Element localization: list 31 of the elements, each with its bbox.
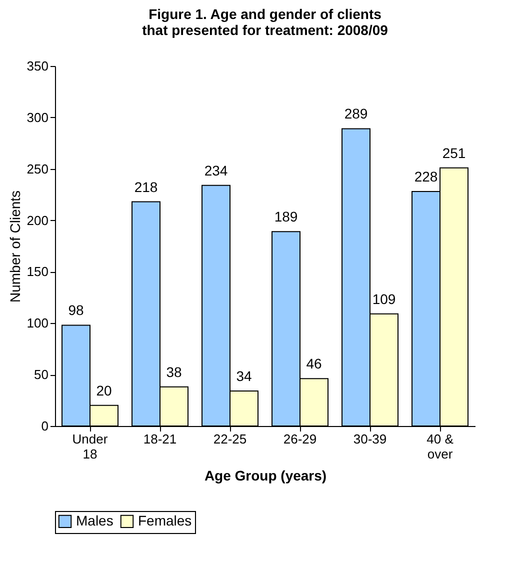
data-label: 289 [344, 106, 368, 122]
x-tick-label: Under 18 [72, 432, 108, 462]
legend-label: Males [76, 512, 114, 528]
y-tick-label: 350 [26, 58, 48, 74]
y-tick-label: 50 [34, 367, 48, 382]
y-axis-title: Number of Clients [6, 190, 23, 303]
data-label: 109 [372, 290, 396, 307]
legend-label: Females [138, 512, 192, 528]
y-tick-label: 200 [26, 212, 48, 228]
y-tick-label: 300 [26, 110, 48, 125]
y-tick-label: 250 [26, 161, 48, 176]
data-label: 228 [414, 168, 438, 184]
x-tick-label: 26-29 [283, 432, 317, 446]
x-axis-title: Age Group (years) [204, 468, 327, 484]
x-tick-label: 22-25 [213, 432, 247, 446]
y-tick-label: 100 [26, 316, 48, 331]
x-tick-label: 30-39 [353, 432, 387, 446]
data-label: 98 [68, 302, 84, 318]
data-label: 189 [274, 208, 298, 225]
data-label: 20 [96, 382, 112, 398]
data-label: 46 [306, 356, 322, 372]
data-label: 34 [236, 368, 252, 384]
y-tick-label: 0 [41, 418, 48, 434]
data-label: 234 [204, 162, 228, 178]
x-tick-label: 18-21 [143, 432, 177, 446]
y-tick-label: 150 [26, 264, 48, 280]
x-tick-label: 40 & over [426, 432, 454, 462]
data-label: 218 [134, 178, 158, 195]
data-label: 251 [442, 144, 466, 161]
chart-title: Figure 1. Age and gender of clients that presented for treatment: 2008/09 [142, 6, 388, 38]
data-label: 38 [166, 364, 182, 380]
